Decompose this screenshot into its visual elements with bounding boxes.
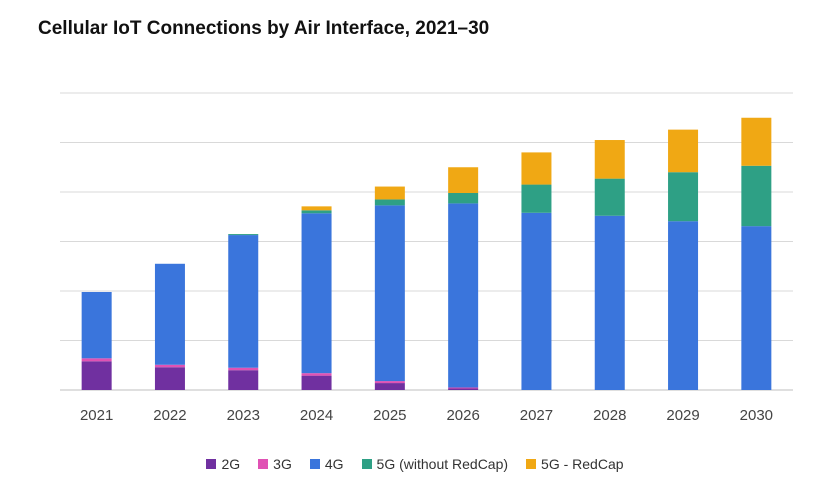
bar-segment [668, 221, 699, 390]
bar-segment [594, 140, 625, 179]
bar-segment [154, 364, 185, 368]
bar-segment [594, 215, 625, 390]
x-tick-label: 2028 [593, 407, 626, 424]
x-tick-label: 2029 [666, 407, 699, 424]
bar-segment [668, 172, 699, 222]
legend-swatch [526, 459, 537, 469]
bar-segment [374, 383, 405, 390]
bar-segment [301, 210, 332, 214]
bar-segment [228, 367, 259, 371]
bar-segment [228, 235, 259, 368]
x-tick-label: 2025 [373, 407, 406, 424]
bar-segment [228, 370, 259, 390]
legend-item: 4G [309, 456, 344, 472]
legend-label: 3G [273, 456, 292, 472]
bar-segment [448, 192, 479, 204]
x-tick-label: 2022 [153, 407, 186, 424]
bar-segment [448, 203, 479, 388]
x-tick-label: 2030 [740, 407, 773, 424]
bar-segment [448, 388, 479, 390]
bar-segment [301, 213, 332, 374]
bar-segment [521, 212, 552, 390]
legend-label: 4G [324, 456, 344, 472]
bar-segment [741, 117, 772, 166]
legend-item: 5G (without RedCap) [361, 456, 509, 472]
x-tick-label: 2021 [80, 407, 113, 424]
legend-label: 2G [221, 456, 241, 472]
chart-area: 2021 2022 2023 2024 2025 2026 2027 2028 2029 2030 [60, 92, 793, 424]
legend-item: 5G - RedCap [526, 456, 624, 472]
bar-segment [374, 205, 405, 382]
legend-label: 5G (without RedCap) [376, 456, 509, 472]
bar-segment [374, 186, 405, 200]
x-tick-label: 2026 [446, 407, 479, 424]
x-tick-label: 2023 [227, 407, 260, 424]
bar-segment [374, 381, 405, 384]
bar-segment [448, 167, 479, 193]
legend-item: 3G [258, 456, 292, 472]
bar-segment [81, 358, 112, 362]
bar-segment [301, 375, 332, 390]
legend-label: 5G - RedCap [541, 456, 624, 472]
bar-segment [594, 178, 625, 216]
bar-segment [741, 226, 772, 390]
x-tick-label: 2027 [520, 407, 553, 424]
legend-swatch [258, 459, 269, 469]
chart-title: Cellular IoT Connections by Air Interfac… [38, 18, 490, 39]
bar-segment [741, 165, 772, 227]
bar-segment [374, 199, 405, 206]
bar-segment [448, 387, 479, 389]
legend-swatch [206, 459, 217, 469]
legend-item: 2G [206, 456, 240, 472]
x-tick-label: 2024 [300, 407, 333, 424]
bar-segment [81, 361, 112, 390]
bar-segment [228, 234, 259, 236]
bar-segment [154, 367, 185, 390]
bar-segment [301, 206, 332, 211]
legend-swatch [361, 459, 372, 469]
bar-segment [81, 291, 112, 359]
bar-segment [521, 184, 552, 213]
legend-swatch [309, 459, 320, 469]
bar-segment [154, 263, 185, 365]
bar-segment [521, 152, 552, 185]
x-axis-labels: 2021 2022 2023 2024 2025 2026 2027 2028 2029 2030 [80, 407, 773, 424]
bars [81, 117, 772, 390]
legend: 2G 3G 4G 5G (without RedCap) 5G - RedCap [0, 456, 830, 472]
bar-segment [668, 129, 699, 173]
bar-segment [301, 373, 332, 376]
